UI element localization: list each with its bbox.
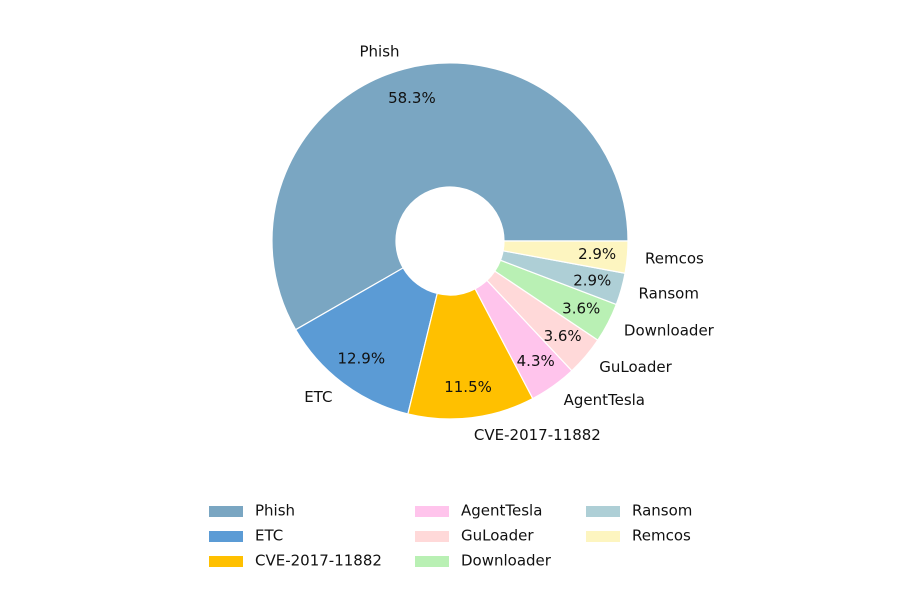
wedge-label: ETC [304, 388, 332, 406]
legend-label: CVE-2017-11882 [255, 552, 382, 570]
legend-swatch [209, 531, 243, 542]
legend-swatch [586, 531, 620, 542]
wedge-label: Ransom [639, 284, 699, 302]
legend-label: GuLoader [461, 527, 534, 545]
wedge-label: AgentTesla [564, 391, 645, 409]
pct-label: 2.9% [573, 271, 611, 289]
wedge-label: Downloader [624, 321, 715, 339]
legend-label: ETC [255, 527, 283, 545]
legend-swatch [415, 531, 449, 542]
legend-swatch [209, 506, 243, 517]
wedge [407, 287, 534, 420]
pct-label: 3.6% [544, 327, 582, 345]
wedge [502, 240, 629, 274]
legend-label: Remcos [632, 527, 691, 545]
pct-label: 2.9% [578, 245, 616, 263]
wedge [271, 62, 629, 331]
wedge-label: CVE-2017-11882 [474, 426, 601, 444]
legend-swatch [415, 556, 449, 567]
legend-label: Downloader [461, 552, 552, 570]
wedge-label: Phish [359, 42, 399, 60]
legend-label: AgentTesla [461, 502, 542, 520]
wedge [294, 267, 438, 415]
legend-swatch [415, 506, 449, 517]
pct-label: 11.5% [444, 378, 492, 396]
pct-label: 3.6% [562, 299, 600, 317]
legend-label: Ransom [632, 502, 692, 520]
legend-swatch [586, 506, 620, 517]
pct-label: 12.9% [337, 350, 385, 368]
pct-label: 58.3% [388, 89, 436, 107]
legend-label: Phish [255, 502, 295, 520]
legend-swatch [209, 556, 243, 567]
wedge-label: Remcos [645, 249, 704, 267]
pct-label: 4.3% [517, 352, 555, 370]
wedge-label: GuLoader [599, 358, 672, 376]
